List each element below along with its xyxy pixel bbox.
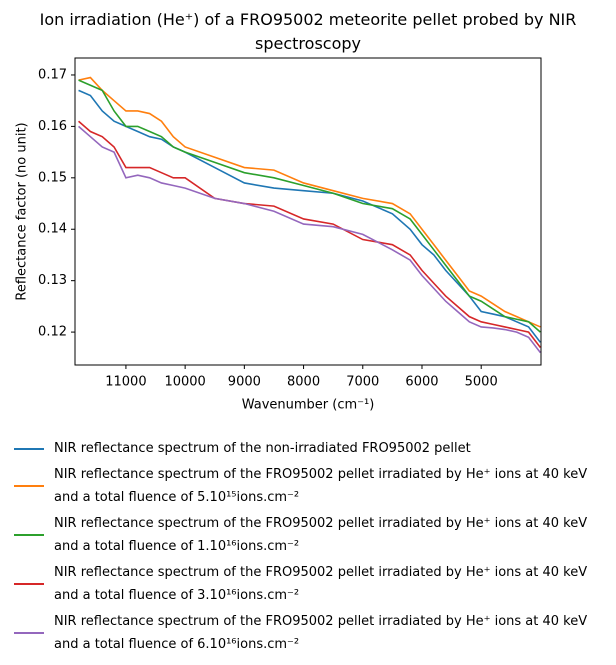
legend-swatch [14,534,44,536]
y-tick-label: 0.12 [38,325,67,340]
plot-frame [74,57,542,366]
legend-entry: NIR reflectance spectrum of the non-irra… [14,437,614,460]
legend-swatch [14,632,44,634]
y-tick-label: 0.16 [38,119,67,134]
x-tick-label: 7000 [346,375,379,390]
legend-swatch [14,447,44,450]
legend-entry: NIR reflectance spectrum of the FRO95002… [14,610,614,656]
x-tick-label: 8000 [287,375,320,390]
legend-label: NIR reflectance spectrum of the FRO95002… [54,614,588,652]
legend-swatch [14,485,44,487]
chart-title: Ion irradiation (He⁺) of a FRO95002 mete… [39,10,577,53]
legend-swatch [14,583,44,585]
y-axis-label: Reflectance factor (no unit) [15,122,30,300]
legend-entry: NIR reflectance spectrum of the FRO95002… [14,561,614,607]
series-line [78,79,541,333]
legend-label: NIR reflectance spectrum of the FRO95002… [54,565,588,603]
y-tick-label: 0.17 [38,67,67,82]
y-tick-label: 0.14 [38,222,67,237]
legend-label: NIR reflectance spectrum of the non-irra… [54,441,471,456]
legend-entry: NIR reflectance spectrum of the FRO95002… [14,512,614,558]
legend: NIR reflectance spectrum of the non-irra… [14,437,614,659]
legend-label: NIR reflectance spectrum of the FRO95002… [54,516,588,554]
x-tick-label: 11000 [105,375,146,390]
legend-entry: NIR reflectance spectrum of the FRO95002… [14,463,614,509]
x-tick-label: 9000 [228,375,261,390]
chart: 0.12 0.13 0.14 0.15 0.16 0.17 11000 10000 9000 80… [15,57,542,413]
series-line [78,76,541,328]
x-tick-label: 5000 [465,375,498,390]
series-line [78,120,541,349]
y-tick-label: 0.15 [38,170,67,185]
series-line [78,89,541,343]
x-tick-label: 6000 [405,375,438,390]
series-line [78,125,541,354]
x-axis-label: Wavenumber (cm⁻¹) [242,398,375,413]
x-tick-label: 10000 [164,375,205,390]
y-tick-label: 0.13 [38,273,67,288]
legend-label: NIR reflectance spectrum of the FRO95002… [54,467,588,505]
